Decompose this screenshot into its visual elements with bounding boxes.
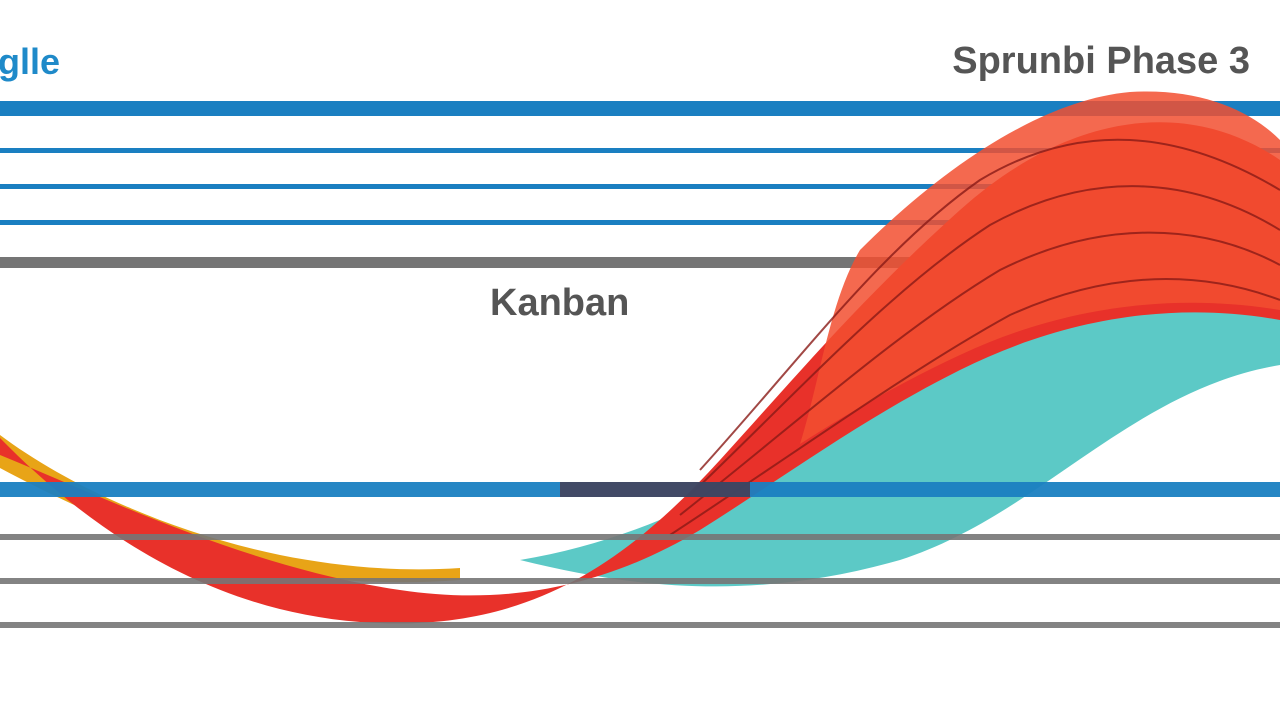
upper-gray-line: [0, 257, 1280, 268]
ribbon-stripe-2: [689, 185, 1280, 496]
ribbon-stripe-1: [699, 138, 1280, 471]
ribbon-stripe-4: [669, 278, 1280, 536]
lower-gray-line-3: [0, 622, 1280, 628]
lower-gray-line-1: [0, 534, 1280, 540]
upper-blue-line-3: [0, 220, 1280, 225]
upper-blue-line-1: [0, 148, 1280, 153]
upper-blue-line-thick: [0, 101, 1280, 116]
ribbon-stripe-3: [679, 231, 1280, 516]
middle-label: Kanban: [490, 282, 630, 324]
upper-blue-line-2: [0, 184, 1280, 189]
lower-gray-line-2: [0, 578, 1280, 584]
right-label: Sprunbi Phase 3: [952, 40, 1250, 82]
overlap-shadow: [560, 482, 750, 497]
left-label: glle: [0, 41, 61, 82]
red-ribbon-highlight: [800, 91, 1280, 445]
